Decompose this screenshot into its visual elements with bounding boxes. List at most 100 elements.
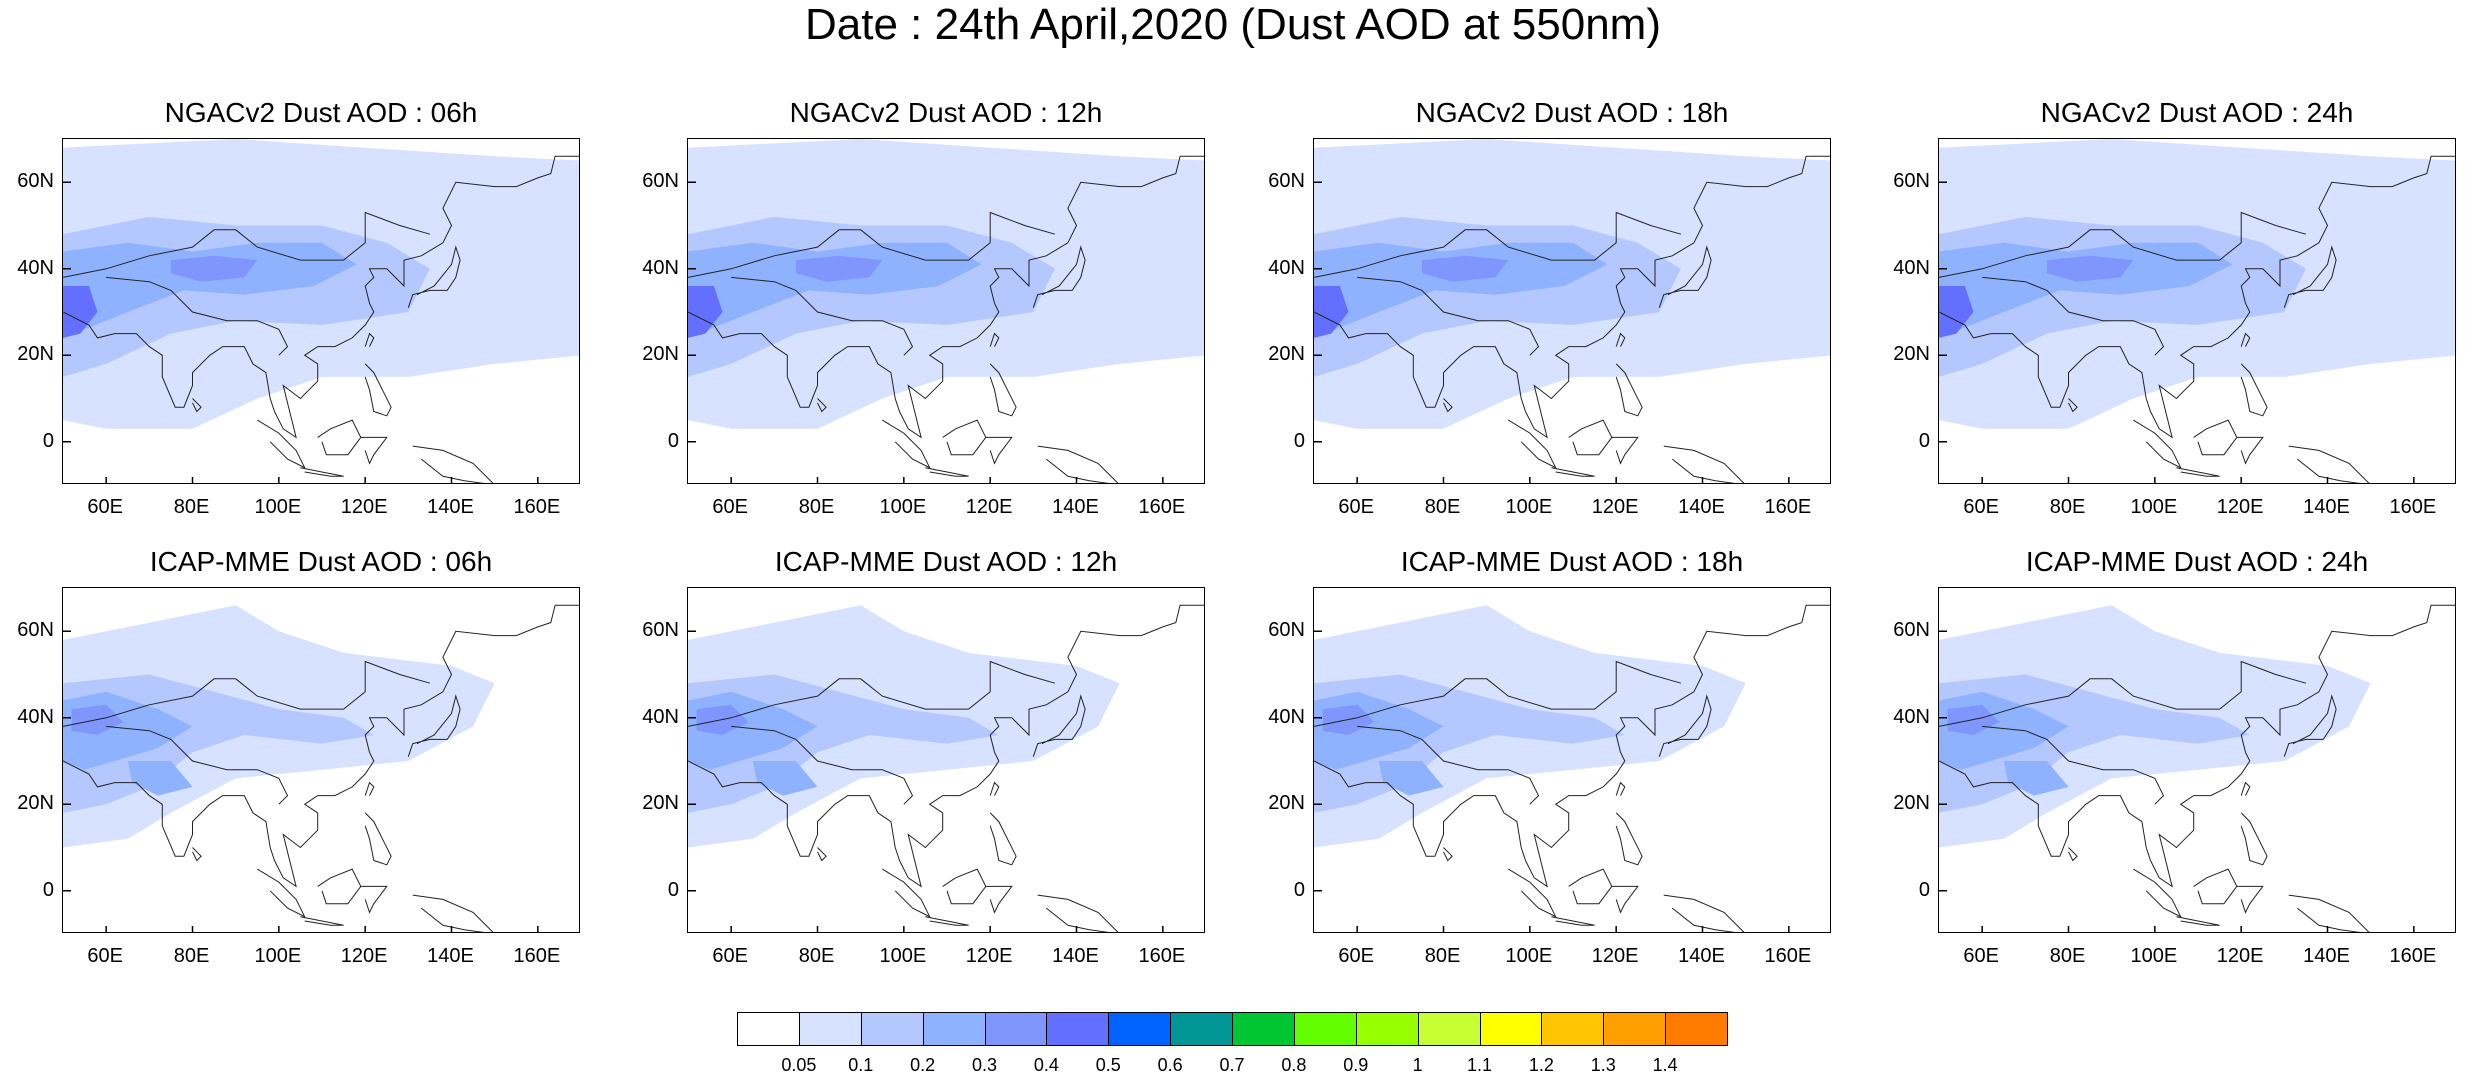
dust-aod-map [1314,139,1830,483]
dust-aod-region [63,242,357,338]
y-tick-label: 40N [17,705,54,728]
coastline [412,445,494,483]
colorbar-swatch [1417,1012,1481,1046]
coastline [1658,245,1712,308]
x-tick-label: 60E [1338,945,1374,967]
coastline [63,660,431,727]
dust-aod-map [1939,604,2455,932]
y-tick-label: 20N [1893,343,1930,366]
coastline [1032,245,1086,308]
coastline [688,155,1204,439]
y-tick-label: 60N [642,619,679,642]
map-panel: ICAP-MME Dust AOD : 24h 60N 40N 20N 0 60E 80E 1… [1893,546,2456,967]
coastline [1663,445,1745,483]
coastline [407,245,461,308]
x-tick-label: 160E [1764,496,1812,518]
x-tick-label: 80E [1424,496,1461,518]
x-tick-label: 60E [1963,945,1999,967]
coastline [989,363,1017,417]
colorbar-swatch [1108,1012,1172,1046]
y-tick-label: 0 [1918,878,1930,901]
panel-title: ICAP-MME Dust AOD : 06h [149,546,493,577]
coastline [317,419,362,456]
coastline [817,398,827,413]
x-tick-label: 80E [2049,496,2086,518]
coastline [2288,894,2370,932]
x-tick-label: 120E [965,945,1013,967]
y-tick-label: 60N [1268,170,1305,193]
coastline [63,211,431,278]
coastline [1615,781,1626,796]
panel-title: NGACv2 Dust AOD : 12h [789,97,1103,128]
coastline [989,781,1000,796]
coastline [317,868,362,905]
coastline [989,812,1017,866]
colorbar-label: 1.4 [1652,1055,1678,1075]
x-tick-label: 160E [1138,496,1186,518]
colorbar-label: 1 [1412,1055,1423,1075]
coastline [817,847,827,862]
panel-title: ICAP-MME Dust AOD : 24h [2025,546,2369,577]
y-tick-label: 60N [17,170,54,193]
dust-aod-region [688,286,723,338]
x-tick-label: 100E [2130,945,2178,967]
coastline [63,155,579,439]
x-tick-label: 80E [2049,945,2086,967]
coastline [1357,276,1540,356]
colorbar-swatch [1479,1012,1543,1046]
coastline [1508,868,1557,918]
x-tick-label: 100E [254,945,302,967]
coastline [1443,847,1453,862]
colorbar-label: 0.4 [1033,1055,1059,1075]
dust-aod-region [1939,286,1974,338]
x-tick-label: 100E [879,496,927,518]
y-tick-label: 60N [1893,619,1930,642]
x-tick-label: 100E [2130,496,2178,518]
x-tick-label: 80E [798,945,835,967]
x-tick-label: 140E [427,496,474,518]
x-tick-label: 160E [2389,945,2437,967]
colorbar-swatch [860,1012,924,1046]
coastline [2283,245,2337,308]
y-tick-label: 20N [642,343,679,366]
colorbar-swatch [1541,1012,1605,1046]
map-panel: NGACv2 Dust AOD : 18h 60N 40N 20N 0 60E 80E 100… [1268,97,1831,518]
x-tick-label: 120E [965,496,1013,518]
x-tick-label: 80E [798,496,835,518]
coastline [364,332,375,347]
coastline [364,363,392,417]
coastline [1443,398,1453,413]
y-tick-label: 0 [667,878,679,901]
map-plot-area [1938,138,2456,484]
y-tick-label: 60N [642,170,679,193]
x-tick-label: 160E [1138,945,1186,967]
coastline [688,211,1056,278]
coastline [1939,211,2307,278]
coastline [1037,894,1119,932]
coastline [1568,868,1613,905]
coastline [2288,445,2370,483]
colorbar-swatch [798,1012,862,1046]
coastline [942,868,987,905]
coastline [1314,604,1830,888]
y-tick-label: 0 [1918,429,1930,452]
dust-aod-region [2003,761,2069,796]
x-tick-label: 60E [1338,496,1374,518]
x-tick-label: 100E [1505,945,1553,967]
coastline [407,694,461,757]
colorbar-label: 1.1 [1466,1055,1493,1075]
coastline [106,725,289,805]
coastline [106,276,289,356]
y-tick-label: 40N [642,705,679,728]
coastline [257,419,306,469]
coastline [882,868,931,918]
colorbar-label: 0.05 [781,1055,817,1075]
coastline [2176,467,2220,477]
dust-aod-region [170,255,258,282]
dust-aod-map [688,139,1204,483]
coastline [1615,332,1626,347]
x-tick-label: 80E [173,496,210,518]
coastline [1032,694,1086,757]
dust-aod-region [1314,286,1349,338]
coastline [2283,694,2337,757]
